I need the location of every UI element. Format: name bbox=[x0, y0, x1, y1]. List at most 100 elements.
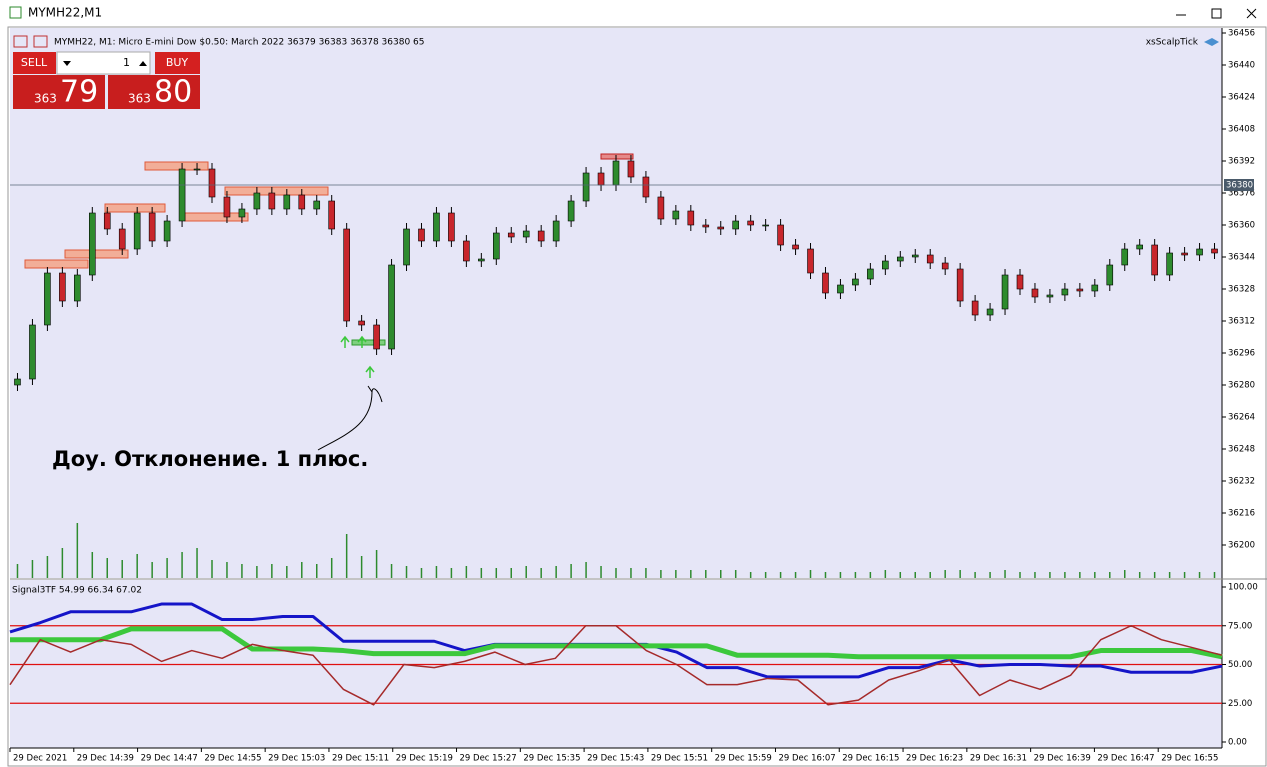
candle-body bbox=[1136, 244, 1144, 250]
y-tick-label: 36296 bbox=[1228, 349, 1255, 359]
x-tick-label: 29 Dec 14:47 bbox=[141, 754, 198, 764]
trade-panel: SELL 1 BUY 363 79 363 80 bbox=[13, 51, 200, 110]
x-tick-label: 29 Dec 15:27 bbox=[460, 754, 517, 764]
y-tick-label: 36200 bbox=[1228, 541, 1255, 551]
candle-body bbox=[44, 272, 51, 326]
signal-arrows bbox=[317, 335, 383, 451]
candle-body bbox=[867, 268, 874, 280]
candle-body bbox=[507, 232, 515, 238]
candle-body bbox=[148, 212, 156, 242]
x-tick-label: 29 Dec 16:47 bbox=[1097, 754, 1154, 764]
candle-body bbox=[986, 308, 994, 316]
resistance-zone bbox=[224, 186, 329, 196]
lot-up[interactable] bbox=[139, 61, 147, 66]
y-tick-label: 25.00 bbox=[1228, 699, 1252, 709]
buy-price-box[interactable] bbox=[108, 75, 200, 109]
x-tick-label: 29 Dec 14:55 bbox=[204, 754, 261, 764]
maximize-button[interactable] bbox=[1211, 8, 1222, 19]
resistance-zone bbox=[184, 212, 249, 222]
candles bbox=[14, 155, 1218, 578]
candle-body bbox=[702, 224, 710, 228]
buy-arrow bbox=[357, 335, 367, 348]
candle-body bbox=[911, 254, 919, 258]
indicator-icon bbox=[1204, 38, 1219, 46]
x-tick-label: 29 Dec 14:39 bbox=[77, 754, 134, 764]
buy-button[interactable] bbox=[155, 52, 200, 74]
indicator-title: Signal3TF 54.99 66.34 67.02 bbox=[12, 586, 142, 596]
x-tick-label: 29 Dec 16:39 bbox=[1034, 754, 1091, 764]
candle-body bbox=[567, 200, 575, 222]
candle-body bbox=[597, 172, 605, 186]
lot-value: 1 bbox=[123, 56, 130, 69]
candle-body bbox=[837, 284, 844, 294]
candle-body bbox=[238, 208, 246, 218]
oscillator bbox=[9, 602, 1223, 706]
candle-body bbox=[926, 254, 934, 264]
candle-body bbox=[373, 324, 380, 350]
hand-drawn-arrow bbox=[317, 385, 383, 451]
candle-body bbox=[178, 168, 186, 222]
candle-body bbox=[433, 212, 440, 242]
candle-body bbox=[612, 160, 620, 186]
candle-body bbox=[732, 220, 740, 230]
candle-body bbox=[537, 230, 545, 242]
y-tick-label: 36360 bbox=[1228, 221, 1255, 231]
candle-body bbox=[941, 262, 949, 270]
y-tick-label: 36264 bbox=[1228, 413, 1255, 423]
zones bbox=[24, 153, 634, 346]
chart-icon bbox=[33, 35, 48, 48]
candle-body bbox=[971, 300, 979, 316]
x-tick-label: 29 Dec 15:19 bbox=[396, 754, 453, 764]
candle-body bbox=[1151, 244, 1158, 276]
x-tick-label: 29 Dec 16:55 bbox=[1161, 754, 1218, 764]
close-button[interactable] bbox=[1246, 8, 1257, 19]
candle-body bbox=[118, 228, 126, 250]
x-tick-label: 29 Dec 15:43 bbox=[587, 754, 644, 764]
buy-arrow bbox=[365, 365, 375, 378]
y-tick-label: 36424 bbox=[1228, 93, 1255, 103]
y-tick-label: 36456 bbox=[1228, 29, 1255, 39]
candle-body bbox=[552, 220, 560, 242]
candle-body bbox=[59, 272, 66, 302]
x-tick-label: 29 Dec 2021 bbox=[13, 754, 67, 764]
x-tick-label: 29 Dec 15:51 bbox=[651, 754, 708, 764]
annotation: Доу. Отклонение. 1 плюс. bbox=[52, 447, 368, 471]
y-tick-label: 75.00 bbox=[1228, 621, 1252, 631]
last-price-label: 36380 bbox=[1226, 181, 1253, 191]
app-icon bbox=[9, 6, 22, 19]
x-tick-label: 29 Dec 15:59 bbox=[715, 754, 772, 764]
indicator-line bbox=[9, 625, 1223, 706]
lot-input[interactable] bbox=[56, 51, 151, 75]
candle-body bbox=[807, 248, 814, 274]
sell-price-box[interactable] bbox=[13, 75, 105, 109]
candle-body bbox=[1031, 288, 1039, 298]
candle-body bbox=[582, 172, 590, 202]
candle-body bbox=[1166, 252, 1173, 276]
sell-label: SELL bbox=[21, 56, 48, 69]
resistance-zone bbox=[600, 153, 634, 160]
candle-body bbox=[896, 256, 904, 262]
y-tick-label: 36376 bbox=[1228, 189, 1255, 199]
candle-body bbox=[672, 210, 680, 220]
sell-button[interactable] bbox=[13, 52, 56, 74]
sell-price-big: 363 bbox=[34, 92, 57, 106]
candle-body bbox=[268, 192, 276, 210]
candle-body bbox=[133, 212, 141, 250]
lot-down[interactable] bbox=[63, 61, 71, 66]
candle-body bbox=[358, 320, 365, 326]
candle-body bbox=[852, 278, 859, 286]
last-price-box bbox=[1224, 179, 1254, 191]
candle-body bbox=[448, 212, 455, 242]
candle-body bbox=[343, 228, 350, 322]
candle-body bbox=[657, 196, 665, 220]
resistance-zone bbox=[104, 203, 166, 213]
candle-body bbox=[208, 168, 216, 198]
window-title: MYMH22,M1 bbox=[28, 6, 102, 20]
y-tick-label: 36280 bbox=[1228, 381, 1255, 391]
y-tick-label: 36312 bbox=[1228, 317, 1255, 327]
candle-body bbox=[88, 212, 96, 276]
y-tick-label: 36328 bbox=[1228, 285, 1255, 295]
candle-body bbox=[627, 160, 635, 178]
candle-body bbox=[822, 272, 829, 294]
y-tick-label: 36216 bbox=[1228, 509, 1255, 519]
